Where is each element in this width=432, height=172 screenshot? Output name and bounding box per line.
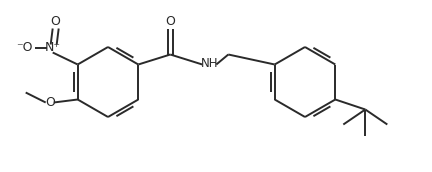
Text: O: O	[50, 15, 60, 28]
Text: O: O	[45, 96, 54, 109]
Text: NH: NH	[200, 57, 218, 70]
Text: O: O	[165, 15, 175, 28]
Text: ⁻O: ⁻O	[16, 41, 33, 54]
Text: N⁺: N⁺	[44, 41, 60, 54]
